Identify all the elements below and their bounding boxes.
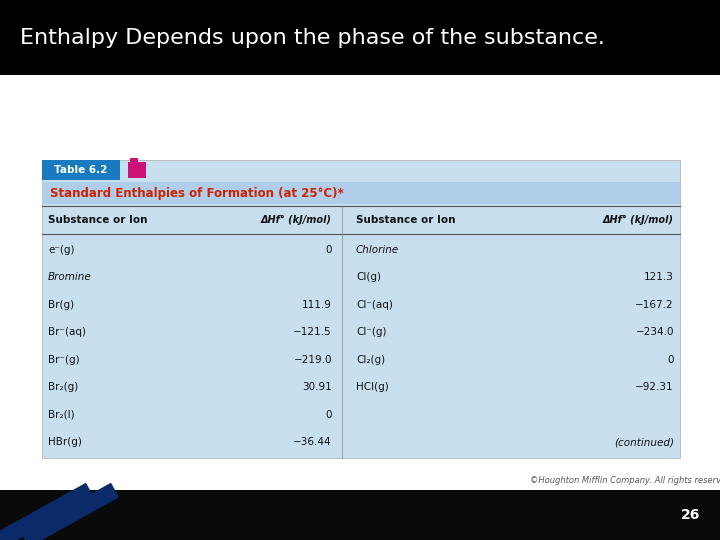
Text: Standard Enthalpies of Formation (at 25°C)*: Standard Enthalpies of Formation (at 25°… [50,186,343,199]
Text: Br₂(l): Br₂(l) [48,410,75,420]
Text: −219.0: −219.0 [294,355,332,365]
Text: 0: 0 [325,245,332,255]
Text: 26: 26 [680,508,700,522]
Text: Cl₂(g): Cl₂(g) [356,355,385,365]
Text: Br₂(g): Br₂(g) [48,382,78,392]
Text: Br⁻(g): Br⁻(g) [48,355,80,365]
Bar [0,490,720,540]
Text: HBr(g): HBr(g) [48,437,82,447]
Bar [130,158,138,163]
Text: 0: 0 [667,355,674,365]
Text: −167.2: −167.2 [635,300,674,310]
Bar [0,75,720,490]
Text: 111.9: 111.9 [302,300,332,310]
Bar [128,162,146,178]
Text: Br⁻(aq): Br⁻(aq) [48,327,86,338]
Text: ΔHf° (kJ/mol): ΔHf° (kJ/mol) [261,215,332,225]
Text: Substance or Ion: Substance or Ion [48,215,148,225]
Text: (continued): (continued) [614,437,674,447]
Text: e⁻(g): e⁻(g) [48,245,74,255]
Text: −234.0: −234.0 [636,327,674,338]
Text: ΔHf° (kJ/mol): ΔHf° (kJ/mol) [603,215,674,225]
Text: Table 6.2: Table 6.2 [54,165,108,175]
Text: Cl⁻(g): Cl⁻(g) [356,327,387,338]
Text: −121.5: −121.5 [293,327,332,338]
Text: ©Houghton Mifflin Company. All rights reserved.: ©Houghton Mifflin Company. All rights re… [530,476,720,485]
Text: 30.91: 30.91 [302,382,332,392]
Text: 121.3: 121.3 [644,272,674,282]
Bar [42,160,680,458]
Bar [0,0,720,75]
Text: Br(g): Br(g) [48,300,74,310]
Text: Substance or Ion: Substance or Ion [356,215,456,225]
Text: Bromine: Bromine [48,272,91,282]
Bar [42,160,120,180]
Text: HCl(g): HCl(g) [356,382,389,392]
Bar [42,182,680,204]
Text: −36.44: −36.44 [293,437,332,447]
Text: −92.31: −92.31 [635,382,674,392]
Text: Cl(g): Cl(g) [356,272,381,282]
Text: 0: 0 [325,410,332,420]
Text: Chlorine: Chlorine [356,245,400,255]
Text: Cl⁻(aq): Cl⁻(aq) [356,300,393,310]
Text: Enthalpy Depends upon the phase of the substance.: Enthalpy Depends upon the phase of the s… [20,28,605,48]
